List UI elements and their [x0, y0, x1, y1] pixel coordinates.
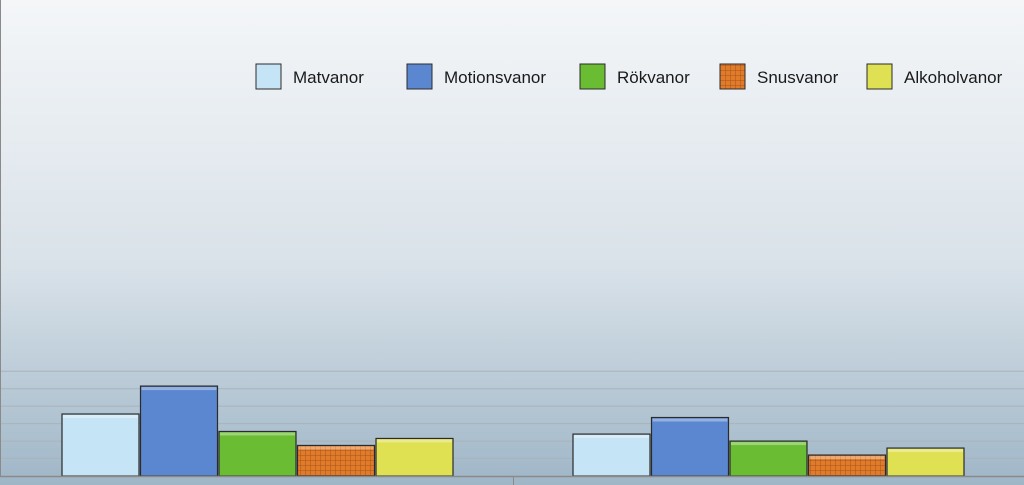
- legend-swatch: [406, 63, 433, 90]
- bar-highlight: [809, 456, 885, 460]
- bar-highlight: [141, 387, 217, 391]
- bar-highlight: [574, 435, 649, 439]
- bar-motionsvanor: [139, 385, 219, 477]
- legend-label: Matvanor: [293, 68, 364, 87]
- bar-highlight: [652, 418, 728, 422]
- bar-r-kvanor: [729, 440, 808, 477]
- bar-alkoholvanor: [886, 447, 965, 477]
- bar-r-kvanor: [218, 430, 297, 477]
- bar-highlight: [220, 432, 295, 436]
- bar-highlight: [888, 449, 963, 453]
- bar-highlight: [377, 439, 452, 443]
- legend-swatch: [579, 63, 606, 90]
- legend-swatch: [866, 63, 893, 90]
- bar-highlight: [298, 446, 374, 450]
- bar-snusvanor: [296, 444, 376, 477]
- legend: Matvanor Motionsvanor Rökvanor Snusvanor Alk…: [255, 63, 1003, 90]
- bar-motionsvanor: [650, 416, 730, 477]
- bars: [61, 385, 965, 477]
- legend-label: Snusvanor: [757, 68, 839, 87]
- bar-matvanor: [572, 433, 651, 477]
- bar-matvanor: [61, 413, 140, 477]
- legend-label: Motionsvanor: [444, 68, 546, 87]
- bar-highlight: [63, 415, 138, 419]
- legend-swatch: [255, 63, 282, 90]
- legend-swatch: [719, 63, 746, 90]
- legend-label: Alkoholvanor: [904, 68, 1003, 87]
- bar-highlight: [731, 442, 806, 446]
- bar-alkoholvanor: [375, 437, 454, 477]
- legend-label: Rökvanor: [617, 68, 690, 87]
